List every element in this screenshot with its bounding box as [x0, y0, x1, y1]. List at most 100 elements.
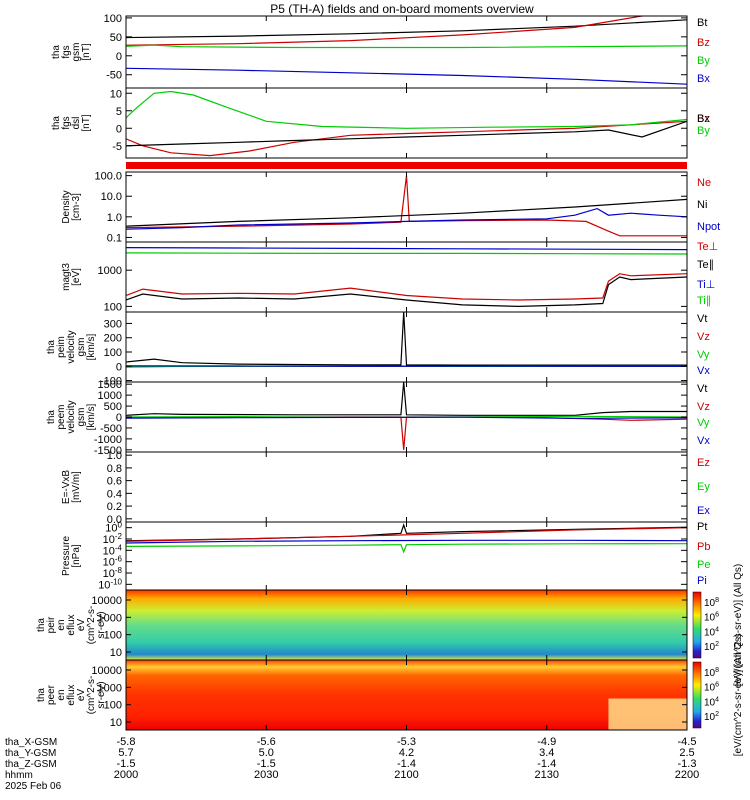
- legend-bz: Bz: [697, 37, 710, 49]
- colorbar-tick: 106: [704, 612, 719, 624]
- ytick-label: 10-10: [98, 577, 122, 591]
- ytick-label: 0.8: [107, 463, 122, 475]
- ytick-label: 0: [116, 412, 122, 424]
- heatmap-peir_en_eflux: [126, 590, 687, 660]
- plot-area: [126, 88, 687, 158]
- ytick-label: 100: [104, 347, 122, 359]
- ylabel-line: (cm^2-s-: [86, 676, 97, 715]
- colorbar-tick: 108: [704, 597, 719, 609]
- heatmap-late-region: [608, 698, 687, 730]
- legend-vz: Vz: [697, 331, 710, 343]
- ytick-label: -500: [100, 423, 122, 435]
- colorbar-tick: 102: [704, 641, 719, 653]
- legend-pi: Pi: [697, 575, 707, 587]
- ylabel-line: eflux: [66, 614, 77, 635]
- ylabel-temperature: magt3 [eV]: [61, 263, 82, 291]
- ylabel-line: tha: [36, 688, 47, 702]
- x-tick-label: -1.5: [117, 758, 136, 770]
- ylabel-line: tha: [36, 618, 47, 632]
- series-line-te: [126, 273, 687, 301]
- ylabel-line: velocity: [66, 400, 77, 433]
- ylabel-line: [mV/m]: [71, 471, 82, 503]
- ylabel-density: Density [cm-3]: [61, 190, 82, 223]
- panel-peer_en_eflux: 10000 1000 100 10 108 106 104 102 tha peer en eflux…: [36, 659, 719, 731]
- ylabel-line: fgs: [61, 45, 72, 58]
- ylabel-line: [km/s]: [86, 333, 97, 360]
- colorbar-tick: 104: [704, 626, 719, 638]
- series-line-bz: [126, 120, 687, 157]
- series-line-vt: [126, 311, 687, 366]
- x-tick-label: 2100: [394, 769, 418, 781]
- legend-ez: Ez: [697, 457, 710, 469]
- ytick-label: 10000: [91, 595, 122, 607]
- ylabel-line: tha: [46, 340, 57, 354]
- series-line-te: [126, 276, 687, 308]
- series-line-npot: [126, 207, 687, 230]
- ytick-label: 1500: [98, 379, 122, 391]
- colorbar: [692, 591, 702, 659]
- series-line-pe: [126, 543, 687, 554]
- legend-ti: Ti⊥: [697, 279, 715, 291]
- ylabel-line: E=-VxB: [61, 470, 72, 505]
- ylabel-line: tha: [51, 45, 62, 59]
- ytick-label: 200: [104, 333, 122, 345]
- ylabel-line: gsm: [71, 43, 82, 62]
- colorbar-tick: 104: [704, 696, 719, 708]
- colorbar-tick: 106: [704, 682, 719, 694]
- x-tick-label: 2000: [114, 769, 138, 781]
- x-axis: tha_X-GSMtha_Y-GSMtha_Z-GSMhhmm-5.85.7-1…: [5, 736, 699, 792]
- ytick-label: 0.6: [107, 476, 122, 488]
- ytick-label: -5: [112, 141, 122, 153]
- colorbar-tick: 102: [704, 711, 719, 723]
- legend-vy: Vy: [697, 349, 710, 361]
- panel-frame: [125, 659, 688, 731]
- ylabel-line: peem: [56, 404, 67, 429]
- ylabel-line: peim: [56, 336, 67, 358]
- legend-ne: Ne: [697, 177, 711, 189]
- ylabel-pressure: Pressure [nPa]: [61, 536, 82, 576]
- ytick-label: 0: [116, 123, 122, 135]
- x-tick-label: 5.0: [259, 747, 274, 759]
- ytick-label: 10: [110, 88, 122, 100]
- x-tick-label: -1.4: [397, 758, 416, 770]
- ytick-label: 0: [116, 51, 122, 63]
- ylabel-peer_en_eflux: tha peer en eflux eV (cm^2-s-sr-eV): [36, 676, 107, 715]
- legend-te: Te⊥: [697, 241, 718, 253]
- ylabel-line: [km/s]: [86, 403, 97, 430]
- legend-vx: Vx: [697, 435, 710, 447]
- x-tick-label: -4.9: [537, 736, 556, 748]
- x-row-label: tha_Z-GSM: [5, 759, 57, 770]
- ylabel-line: en: [56, 619, 67, 630]
- series-line-ti: [126, 252, 687, 255]
- series-line-vx: [126, 416, 687, 419]
- ytick-label: 100: [104, 13, 122, 25]
- ylabel-line: velocity: [66, 330, 77, 363]
- series-line-by: [126, 90, 687, 129]
- x-tick-label: 4.2: [399, 747, 414, 759]
- ytick-label: 0.4: [107, 488, 122, 500]
- colorbar-tick: 108: [704, 667, 719, 679]
- x-tick-label: 2200: [675, 769, 699, 781]
- colorbar: [692, 661, 702, 729]
- series-line-bz: [126, 16, 643, 46]
- x-tick-label: -1.4: [537, 758, 556, 770]
- panel-peir_en_eflux: 10000 1000 100 10 108 106 104 102 tha peir en eflux…: [36, 589, 719, 661]
- ytick-label: 50: [110, 32, 122, 44]
- heatmap-peer_en_eflux: [126, 660, 687, 730]
- series-line-by: [126, 44, 687, 49]
- ylabel-line: eV: [76, 619, 87, 632]
- ylabel-line: gsm: [76, 408, 87, 427]
- legend-ti: Ti∥: [697, 295, 711, 307]
- x-tick-label: -1.5: [257, 758, 276, 770]
- ylabel-line: magt3: [61, 263, 72, 291]
- ylabel-line: dsl: [71, 117, 82, 130]
- legend-vt: Vt: [697, 383, 707, 395]
- legend-pt: Pt: [697, 521, 707, 533]
- series-line-bt: [126, 19, 687, 39]
- panel-fgs_gsm: 100 50 0 -50 Bt Bz By Bx tha fgs gsm [nT]: [51, 13, 710, 89]
- series-line-ti: [126, 247, 687, 251]
- x-tick-label: 2030: [254, 769, 278, 781]
